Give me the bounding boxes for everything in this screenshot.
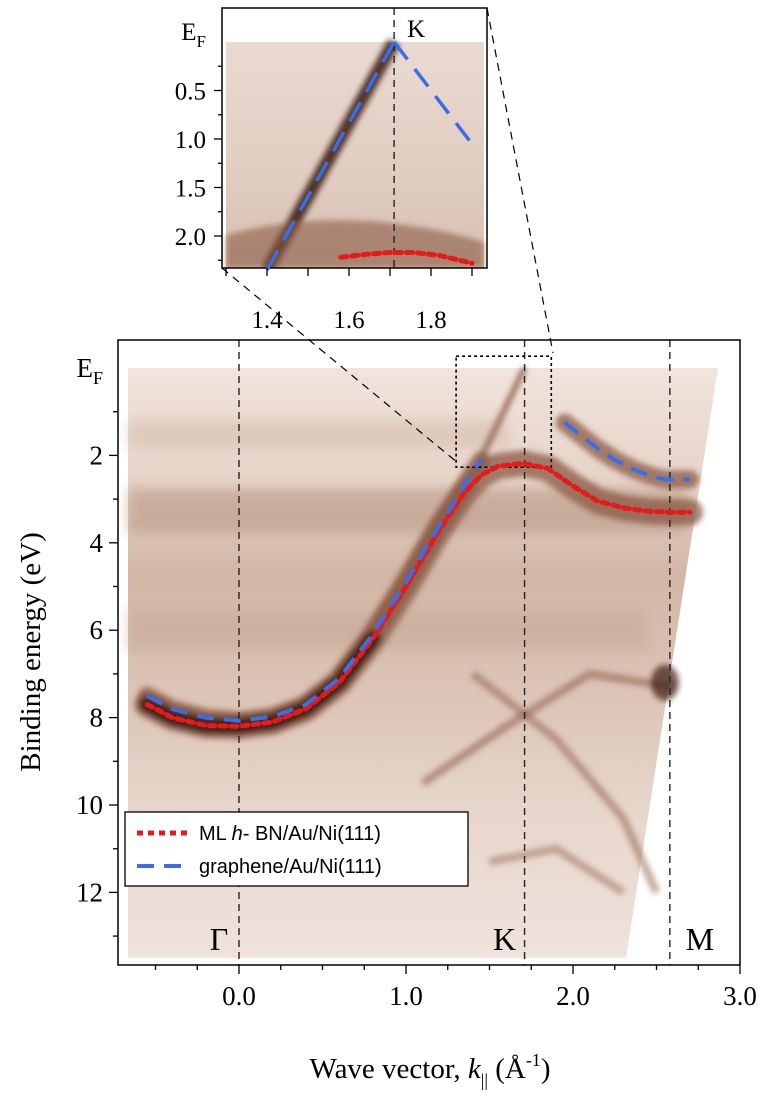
inset-frame: [221, 7, 488, 269]
x-tick-label: 3.0: [723, 981, 757, 1011]
inset-curve-graphene-dirac-left: [265, 41, 396, 271]
band-dirac-branch: [473, 366, 528, 470]
inset-y-tick-label: 1.0: [175, 127, 206, 154]
symmetry-label-K: K: [493, 921, 516, 957]
legend-label-graphene: graphene/Au/Ni(111): [199, 856, 382, 878]
inset-plot: K 1.4 1.6 1.8 EF 0.5 1.0 1.5 2.0: [175, 7, 488, 334]
legend-label-hbn: ML h- BN/Au/Ni(111): [199, 823, 381, 845]
band-lower-1: [420, 669, 674, 787]
inset-x-tick-label: 1.6: [333, 307, 364, 334]
inset-curve-graphene-dirac-right: [392, 40, 474, 145]
symmetry-label-M: M: [686, 921, 714, 957]
main-plot-frame: [117, 339, 741, 966]
inset-y-tick-label-ef: EF: [181, 19, 206, 51]
x-tick-label: 1.0: [389, 981, 423, 1011]
curve-ml-h-bn-au-ni-111-: [144, 460, 693, 729]
inset-y-tick-label: 2.0: [175, 224, 206, 251]
x-tick-label: 0.0: [222, 981, 256, 1011]
inset-y-tick-label: 1.5: [175, 176, 206, 203]
y-axis-title: Binding energy (eV): [15, 532, 47, 771]
band-spot-m: [650, 664, 679, 701]
inset-band-bottom: [226, 220, 484, 268]
x-tick-label: 2.0: [556, 981, 590, 1011]
inset-x-tick-label: 1.8: [415, 307, 446, 334]
zoom-connector-left: [221, 267, 459, 464]
inset-curve-hbn-top: [338, 250, 475, 266]
y-tick-label-ef: EF: [76, 353, 103, 388]
y-tick-label: 12: [76, 877, 103, 907]
y-tick-label: 4: [90, 528, 104, 558]
curve-graphene-au-ni-111-: [146, 458, 483, 723]
band-lower-3: [488, 844, 626, 896]
zoom-connector-right: [486, 7, 554, 354]
y-tick-label: 8: [90, 703, 104, 733]
main-plot: 0.0 1.0 2.0 3.0 EF 2 4 6 8 10 12 Γ K M: [76, 339, 757, 1011]
inset-x-tick-label: 1.4: [251, 307, 283, 334]
legend: ML h- BN/Au/Ni(111) graphene/Au/Ni(111): [124, 811, 469, 887]
band-lower-2: [470, 670, 661, 895]
x-axis-title: Wave vector, k|| (Å-1): [310, 1050, 551, 1090]
zoom-connector-lines: [221, 7, 554, 464]
y-tick-label: 10: [76, 790, 103, 820]
inset-y-tick-label: 0.5: [175, 79, 206, 106]
curve-graphene-upper-branch: [563, 421, 690, 482]
y-tick-label: 2: [90, 440, 104, 470]
y-tick-label: 6: [90, 615, 104, 645]
legend-box: [124, 811, 469, 887]
symmetry-label-Γ: Γ: [210, 921, 229, 957]
inset-symmetry-label-K: K: [407, 16, 425, 43]
